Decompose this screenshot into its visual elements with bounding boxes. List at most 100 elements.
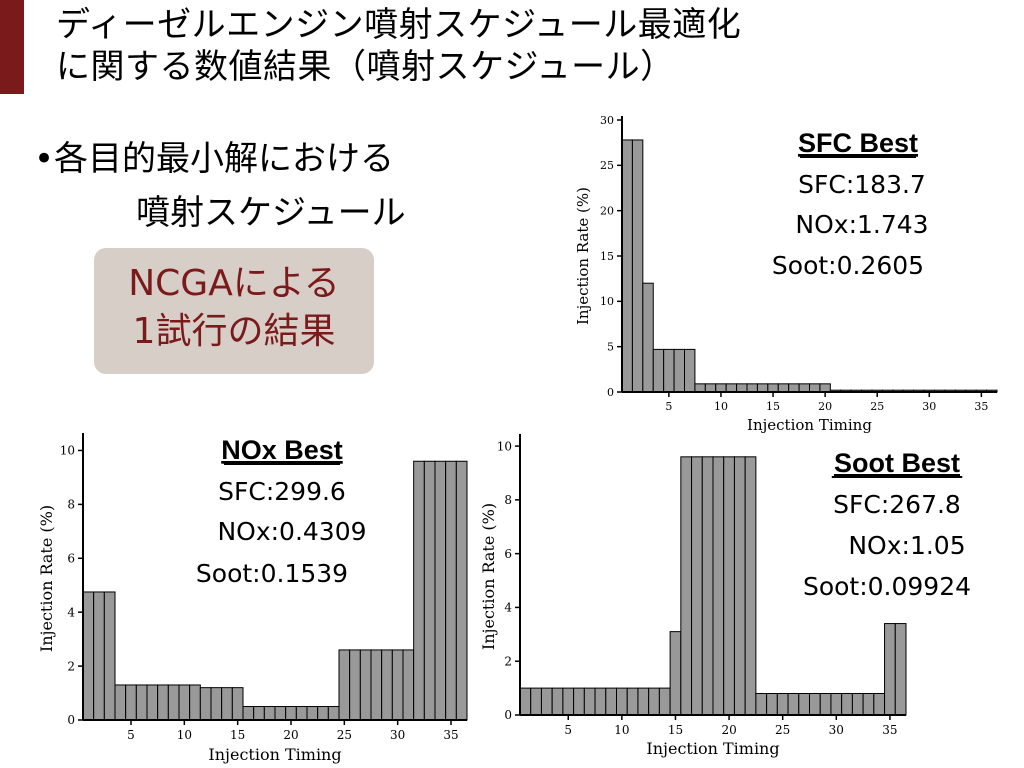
bar-sfc-20 <box>819 383 831 393</box>
y-tick-label-soot-6: 6 <box>504 547 512 561</box>
annotation-line-soot-2: NOx:1.05 <box>848 531 965 560</box>
bar-soot-6 <box>573 687 585 716</box>
bar-soot-4 <box>551 687 564 716</box>
callout-line2: 1試行の結果 <box>132 311 336 352</box>
slide-title-line2: に関する数値結果（噴射スケジュール） <box>56 47 675 87</box>
bar-nox-23 <box>317 706 329 721</box>
y-tick-label-soot-10: 10 <box>497 439 512 453</box>
bar-nox-3 <box>103 591 116 721</box>
y-axis-label-sfc: Injection Rate (%) <box>574 187 592 325</box>
chart-nox: 0 2 4 6 8 10 5 10 15 20 25 30 35 Injection Timing Inje… <box>37 433 468 764</box>
bar-sfc-18 <box>798 383 810 393</box>
bar-nox-18 <box>263 706 276 721</box>
bar-nox-33 <box>423 460 436 721</box>
bar-nox-14 <box>221 687 233 721</box>
bar-nox-10 <box>178 684 191 721</box>
bar-soot-30 <box>830 692 843 716</box>
bullet-line1: •各目的最小解における <box>34 139 395 179</box>
x-tick-label-nox-15: 15 <box>230 728 245 742</box>
bar-soot-7 <box>583 687 596 716</box>
bar-soot-22 <box>744 456 757 716</box>
bar-nox-20 <box>285 706 297 721</box>
bar-nox-24 <box>327 706 340 721</box>
bar-nox-30 <box>391 649 404 721</box>
bar-nox-29 <box>381 649 393 721</box>
annotation-line-sfc-1: SFC:183.7 <box>798 170 926 199</box>
bar-nox-27 <box>359 649 372 721</box>
chart-sfc: 0 5 10 15 20 25 30 5 10 15 20 25 30 35 Injection Timin… <box>574 114 998 434</box>
bar-soot-13 <box>648 687 660 716</box>
bar-sfc-17 <box>788 383 800 393</box>
bar-nox-4 <box>114 684 127 721</box>
bar-soot-14 <box>658 687 671 716</box>
bar-soot-34 <box>873 692 886 716</box>
bar-sfc-10 <box>715 383 727 393</box>
bar-soot-19 <box>712 456 725 716</box>
x-tick-label-sfc-15: 15 <box>766 400 780 413</box>
annotation-title-soot: Soot Best <box>834 448 960 478</box>
y-tick-label-nox-2: 2 <box>67 659 75 673</box>
y-tick-label-sfc-25: 25 <box>600 159 614 172</box>
y-tick-label-sfc-30: 30 <box>600 114 614 127</box>
bar-soot-15 <box>669 631 682 716</box>
bar-nox-7 <box>146 684 159 721</box>
y-tick-label-soot-0: 0 <box>504 708 512 722</box>
x-tick-label-soot-5: 5 <box>564 723 572 737</box>
bar-sfc-19 <box>809 383 821 393</box>
bar-nox-31 <box>402 649 415 721</box>
bar-sfc-5 <box>663 348 675 393</box>
y-tick-label-nox-0: 0 <box>67 713 75 727</box>
bar-soot-2 <box>530 687 542 716</box>
bar-sfc-4 <box>652 348 665 393</box>
x-tick-label-soot-35: 35 <box>882 723 897 737</box>
ncga-callout: NCGAによる 1試行の結果 <box>94 248 374 374</box>
bar-nox-15 <box>231 687 244 721</box>
x-tick-label-nox-5: 5 <box>127 728 135 742</box>
annotation-title-nox: NOx Best <box>221 435 343 465</box>
bar-soot-18 <box>701 456 714 716</box>
bar-soot-21 <box>733 456 746 716</box>
x-axis-label-sfc: Injection Timing <box>747 416 872 434</box>
bar-nox-16 <box>242 706 255 721</box>
bar-sfc-6 <box>673 348 685 393</box>
bar-soot-3 <box>540 687 553 716</box>
bar-sfc-8 <box>694 383 706 393</box>
bar-soot-8 <box>594 687 607 716</box>
bar-sfc-1 <box>621 139 633 393</box>
x-axis-label-nox: Injection Timing <box>208 745 341 764</box>
bar-soot-31 <box>841 692 853 716</box>
x-tick-label-sfc-5: 5 <box>665 400 672 413</box>
y-tick-label-soot-2: 2 <box>504 654 512 668</box>
bar-sfc-14 <box>756 383 769 393</box>
bar-nox-9 <box>167 684 180 721</box>
y-tick-label-sfc-0: 0 <box>607 386 614 399</box>
slide-title-line1: ディーゼルエンジン噴射スケジュール最適化 <box>56 5 742 45</box>
bar-nox-13 <box>210 687 223 721</box>
x-tick-label-soot-25: 25 <box>775 723 790 737</box>
bullet-line2: 噴射スケジュール <box>136 193 406 233</box>
bar-sfc-9 <box>704 383 717 393</box>
y-axis-label-nox: Injection Rate (%) <box>37 505 56 652</box>
bar-nox-19 <box>274 706 287 721</box>
bar-nox-35 <box>445 460 457 721</box>
y-tick-label-sfc-5: 5 <box>607 341 614 354</box>
y-tick-label-nox-4: 4 <box>67 605 75 619</box>
bar-sfc-13 <box>746 383 758 393</box>
bar-soot-20 <box>723 456 735 716</box>
bar-sfc-11 <box>725 383 738 393</box>
x-tick-label-nox-25: 25 <box>337 728 352 742</box>
bar-nox-21 <box>295 706 308 721</box>
bar-soot-32 <box>851 692 864 716</box>
y-tick-label-sfc-15: 15 <box>600 250 614 263</box>
bar-soot-36 <box>894 623 907 716</box>
annotation-title-sfc: SFC Best <box>798 128 918 158</box>
bar-soot-33 <box>862 692 875 716</box>
slide-title: ディーゼルエンジン噴射スケジュール最適化 に関する数値結果（噴射スケジュール） <box>56 4 741 88</box>
bar-nox-34 <box>434 460 447 721</box>
bar-soot-24 <box>766 692 778 716</box>
x-tick-label-sfc-10: 10 <box>714 400 728 413</box>
bar-sfc-2 <box>631 139 644 393</box>
bar-nox-12 <box>199 687 212 721</box>
bar-soot-26 <box>787 692 800 716</box>
x-tick-label-nox-30: 30 <box>390 728 405 742</box>
